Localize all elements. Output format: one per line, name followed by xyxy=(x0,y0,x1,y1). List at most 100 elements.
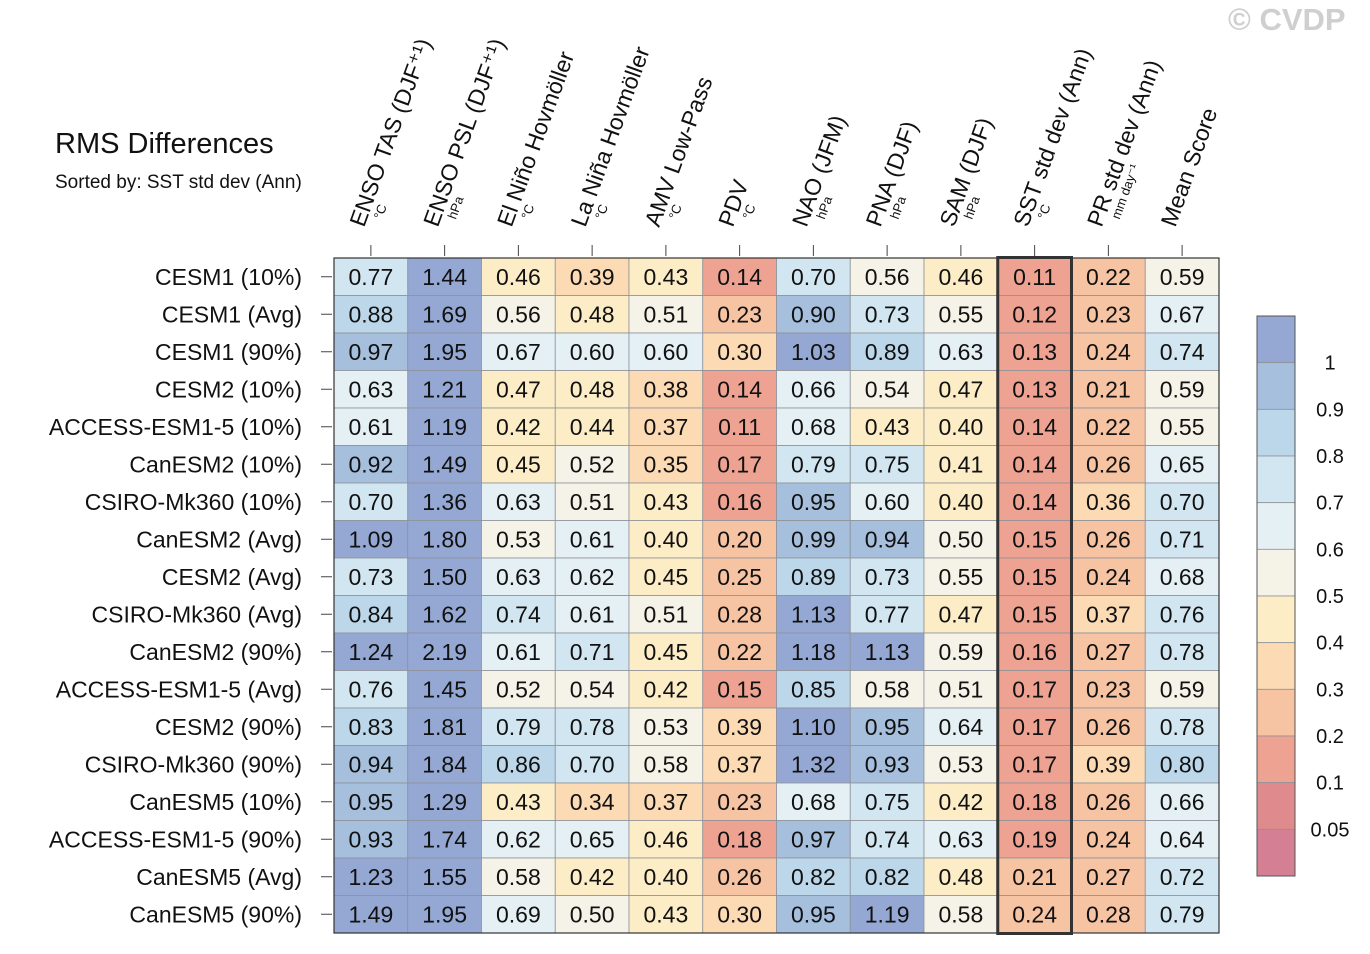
heatmap-cell xyxy=(997,857,1072,896)
heatmap-cell xyxy=(407,895,482,934)
cell-value-label: 0.66 xyxy=(791,376,836,402)
cell-value-label: 0.95 xyxy=(791,901,836,927)
heatmap-cell xyxy=(997,332,1072,371)
cell-value-label: 0.26 xyxy=(1086,451,1131,477)
heatmap-cell xyxy=(1144,332,1220,371)
cell-value-label: 0.92 xyxy=(348,451,393,477)
cell-value-label: 0.47 xyxy=(496,376,541,402)
cell-value-label: 0.35 xyxy=(643,451,688,477)
heatmap-cell xyxy=(702,595,777,634)
column-unit-label: °C xyxy=(592,202,611,221)
heatmap-cell xyxy=(554,332,630,371)
cell-value-label: 0.14 xyxy=(1012,489,1057,515)
cell-value-label: 0.78 xyxy=(1160,714,1205,740)
colorbar-tick-label: 0.3 xyxy=(1316,679,1344,701)
column-unit-label: °C xyxy=(518,202,537,221)
cell-value-label: 0.97 xyxy=(348,339,393,365)
heatmap-cell xyxy=(481,707,556,746)
cell-value-label: 0.46 xyxy=(643,826,688,852)
heatmap-cell xyxy=(333,895,409,934)
cell-value-label: 0.24 xyxy=(1086,564,1131,590)
heatmap-cell xyxy=(554,520,630,559)
cell-value-label: 0.72 xyxy=(1160,864,1205,890)
heatmap-cell xyxy=(1144,257,1220,296)
cell-value-label: 0.68 xyxy=(791,789,836,815)
cell-value-label: 0.13 xyxy=(1012,339,1057,365)
cell-value-label: 0.40 xyxy=(643,526,688,552)
cell-value-label: 0.28 xyxy=(717,601,762,627)
heatmap-cell xyxy=(776,782,851,821)
heatmap-cell xyxy=(923,482,999,521)
watermark: © CVDP xyxy=(1228,2,1346,37)
cell-value-label: 0.23 xyxy=(717,789,762,815)
row-label-cesm1-10: CESM1 (10%) xyxy=(155,264,302,290)
cell-value-label: 0.26 xyxy=(1086,789,1131,815)
heatmap-cell xyxy=(407,370,482,409)
row-label-canesm2-90: CanESM2 (90%) xyxy=(129,639,302,665)
cell-value-label: 0.51 xyxy=(938,676,983,702)
heatmap-cell xyxy=(776,707,851,746)
cell-value-label: 0.42 xyxy=(643,676,688,702)
cell-value-label: 0.26 xyxy=(1086,526,1131,552)
cell-value-label: 0.77 xyxy=(348,264,393,290)
heatmap-cell xyxy=(554,482,630,521)
row-label-csiro-mk360-90: CSIRO-Mk360 (90%) xyxy=(85,751,302,777)
cell-value-label: 0.56 xyxy=(865,264,910,290)
cell-value-label: 0.71 xyxy=(1160,526,1205,552)
cell-value-label: 0.23 xyxy=(1086,301,1131,327)
colorbar-swatch xyxy=(1256,408,1296,457)
cell-value-label: 0.39 xyxy=(717,714,762,740)
cell-value-label: 0.52 xyxy=(496,676,541,702)
heatmap-cell xyxy=(481,370,556,409)
cell-value-label: 0.61 xyxy=(570,601,615,627)
cell-value-label: 0.79 xyxy=(496,714,541,740)
colorbar-swatch xyxy=(1256,502,1296,550)
heatmap-cell xyxy=(997,445,1072,484)
heatmap-cell xyxy=(628,482,704,521)
heatmap-cell xyxy=(849,557,925,596)
heatmap-cell xyxy=(1144,857,1220,896)
heatmap-cell xyxy=(1144,520,1220,559)
cell-value-label: 1.55 xyxy=(422,864,467,890)
cell-value-label: 1.10 xyxy=(791,714,836,740)
cell-value-label: 0.63 xyxy=(348,376,393,402)
cell-value-label: 1.49 xyxy=(348,901,393,927)
cell-value-label: 0.89 xyxy=(791,564,836,590)
heatmap-cell xyxy=(333,857,409,896)
cell-value-label: 0.11 xyxy=(718,414,761,440)
column-unit-label: °C xyxy=(666,202,685,221)
cell-value-label: 1.24 xyxy=(348,639,393,665)
heatmap-cell xyxy=(1071,557,1146,596)
cell-value-label: 0.39 xyxy=(570,264,615,290)
cell-value-label: 0.27 xyxy=(1086,864,1131,890)
heatmap-cell xyxy=(333,707,409,746)
cell-value-label: 0.73 xyxy=(348,564,393,590)
colorbar-border xyxy=(1256,315,1296,877)
cell-value-label: 0.51 xyxy=(643,301,688,327)
cell-value-label: 0.47 xyxy=(938,601,983,627)
column-label-sst-std-dev-ann: SST std dev (Ann) xyxy=(1008,45,1097,230)
cell-value-label: 0.26 xyxy=(717,864,762,890)
cell-value-label: 0.43 xyxy=(865,414,910,440)
colorbar-swatch xyxy=(1256,362,1296,410)
heatmap-cell xyxy=(702,557,777,596)
heatmap-cell xyxy=(481,745,556,784)
cell-value-label: 0.14 xyxy=(717,376,762,402)
cell-value-label: 0.75 xyxy=(865,789,910,815)
cell-value-label: 0.42 xyxy=(938,789,983,815)
heatmap-cell xyxy=(1071,670,1146,709)
cell-value-label: 0.53 xyxy=(496,526,541,552)
cell-value-label: 0.37 xyxy=(643,414,688,440)
heatmap-cell xyxy=(1144,745,1220,784)
cell-value-label: 0.27 xyxy=(1086,639,1131,665)
cell-value-label: 0.63 xyxy=(496,564,541,590)
heatmap-cell xyxy=(333,332,409,371)
column-unit-label: °C xyxy=(739,202,758,221)
cell-value-label: 1.74 xyxy=(422,826,467,852)
heatmap-cell xyxy=(407,820,482,859)
cell-value-label: 0.13 xyxy=(1012,376,1057,402)
cell-value-label: 0.89 xyxy=(865,339,910,365)
cell-value-label: 0.45 xyxy=(643,564,688,590)
heatmap-cell xyxy=(702,857,777,896)
column-unit-label: °C xyxy=(371,202,390,221)
